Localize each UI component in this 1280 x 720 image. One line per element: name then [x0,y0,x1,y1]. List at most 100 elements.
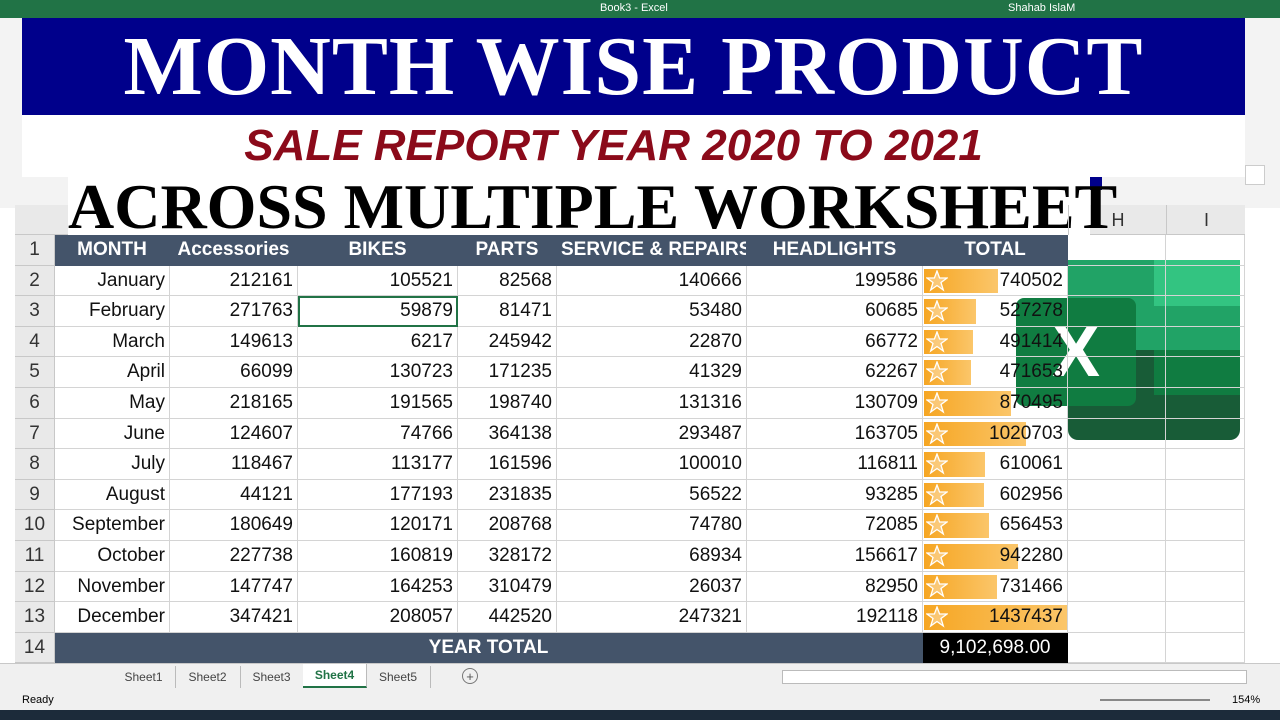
value-cell[interactable]: 60685 [747,296,923,327]
star-icon [926,545,948,567]
value-cell[interactable]: 113177 [298,449,458,480]
value-cell[interactable]: 163705 [747,418,923,450]
value-cell[interactable]: 56522 [557,479,747,511]
value-cell[interactable]: 6217 [298,326,458,358]
value-cell[interactable]: 41329 [557,357,747,388]
add-sheet-button[interactable]: + [462,668,478,684]
value-cell[interactable]: 131316 [557,388,747,419]
value-cell[interactable]: 120171 [298,510,458,541]
value-cell[interactable]: 53480 [557,296,747,327]
value-cell[interactable]: 212161 [170,265,298,297]
value-cell[interactable]: 177193 [298,479,458,511]
value-cell[interactable]: 164253 [298,571,458,603]
value-cell[interactable]: 231835 [458,479,557,511]
value-cell[interactable]: 199586 [747,265,923,297]
value-cell[interactable]: 68934 [557,541,747,572]
zoom-level[interactable]: 154% [1232,694,1261,706]
value-cell[interactable]: 347421 [170,602,298,633]
value-cell[interactable]: 82950 [747,571,923,603]
value-cell[interactable]: 180649 [170,510,298,541]
zoom-slider[interactable] [1100,699,1210,701]
column-header: BIKES [298,235,458,266]
row-number: 2 [15,265,55,297]
star-icon [926,269,948,292]
value-cell[interactable]: 192118 [747,602,923,633]
sheet-tab[interactable]: Sheet2 [175,666,241,688]
month-cell[interactable]: May [55,388,170,419]
value-cell[interactable]: 74766 [298,418,458,450]
month-cell[interactable]: November [55,571,170,603]
value-cell[interactable]: 149613 [170,326,298,358]
row-number: 9 [15,479,55,511]
horizontal-scrollbar[interactable] [782,670,1247,684]
value-cell[interactable]: 147747 [170,571,298,603]
month-cell[interactable]: September [55,510,170,541]
value-cell[interactable]: 116811 [747,449,923,480]
star-icon [926,483,948,506]
value-cell[interactable]: 156617 [747,541,923,572]
value-cell[interactable]: 218165 [170,388,298,419]
value-cell[interactable]: 105521 [298,265,458,297]
value-cell[interactable]: 198740 [458,388,557,419]
month-cell[interactable]: January [55,265,170,297]
value-cell[interactable]: 130723 [298,357,458,388]
value-cell[interactable]: 72085 [747,510,923,541]
empty-cell [1166,602,1245,633]
value-cell[interactable]: 26037 [557,571,747,603]
value-cell[interactable]: 245942 [458,326,557,358]
value-cell[interactable]: 364138 [458,418,557,450]
month-cell[interactable]: June [55,418,170,450]
value-cell[interactable]: 82568 [458,265,557,297]
month-cell[interactable]: July [55,449,170,480]
sheet-tab[interactable]: Sheet5 [366,666,431,688]
value-cell[interactable]: 208057 [298,602,458,633]
value-cell[interactable]: 66772 [747,326,923,358]
sheet-tab[interactable]: Sheet4 [303,664,367,688]
data-bar [924,605,1067,630]
total-value: 1437437 [923,602,1068,633]
sheet-tab[interactable]: Sheet3 [240,666,304,688]
value-cell[interactable]: 293487 [557,418,747,450]
value-cell[interactable]: 160819 [298,541,458,572]
value-cell[interactable]: 74780 [557,510,747,541]
value-cell[interactable]: 100010 [557,449,747,480]
value-cell[interactable]: 442520 [458,602,557,633]
star-icon [926,300,948,322]
value-cell[interactable]: 130709 [747,388,923,419]
empty-cell [1166,541,1245,572]
value-cell[interactable]: 161596 [458,449,557,480]
month-cell[interactable]: February [55,296,170,327]
sheet-tab[interactable]: Sheet1 [112,666,176,688]
value-cell[interactable]: 247321 [557,602,747,633]
value-cell[interactable]: 118467 [170,449,298,480]
value-cell[interactable]: 328172 [458,541,557,572]
value-cell[interactable]: 81471 [458,296,557,327]
value-cell[interactable]: 22870 [557,326,747,358]
month-cell[interactable]: April [55,357,170,388]
empty-cell [1166,235,1245,266]
value-cell[interactable]: 124607 [170,418,298,450]
row-number: 7 [15,418,55,450]
month-cell[interactable]: August [55,479,170,511]
value-cell[interactable]: 310479 [458,571,557,603]
total-value: 870495 [923,388,1068,419]
month-cell[interactable]: October [55,541,170,572]
value-cell[interactable]: 191565 [298,388,458,419]
data-bar [924,482,984,508]
formula-expand[interactable] [1245,165,1265,185]
value-cell[interactable]: 208768 [458,510,557,541]
value-cell[interactable]: 271763 [170,296,298,327]
month-cell[interactable]: March [55,326,170,358]
value-cell[interactable]: 227738 [170,541,298,572]
value-cell[interactable]: 140666 [557,265,747,297]
value-cell[interactable]: 66099 [170,357,298,388]
value-cell[interactable]: 59879 [298,296,458,327]
value-cell[interactable]: 171235 [458,357,557,388]
column-header: Accessories [170,235,298,266]
value-cell[interactable]: 93285 [747,479,923,511]
value-cell[interactable]: 44121 [170,479,298,511]
empty-cell [1068,296,1166,327]
value-cell[interactable]: 62267 [747,357,923,388]
month-cell[interactable]: December [55,602,170,633]
